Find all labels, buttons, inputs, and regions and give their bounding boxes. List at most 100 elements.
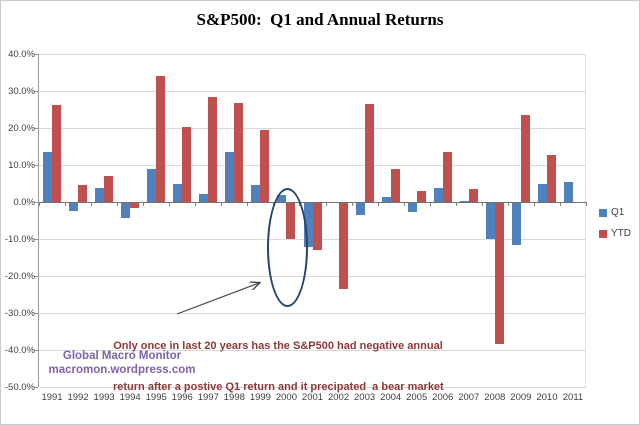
category-tick <box>91 202 92 206</box>
y-tick-mark <box>34 91 38 92</box>
bar-ytd-1995 <box>156 75 166 202</box>
x-tick-label: 1995 <box>145 392 167 403</box>
x-tick-label: 1994 <box>119 392 141 403</box>
category-tick <box>326 202 327 206</box>
y-tick-mark <box>34 313 38 314</box>
y-tick-label: 20.0% <box>8 123 35 134</box>
bar-ytd-1998 <box>234 103 244 202</box>
category-tick <box>65 202 66 206</box>
category-tick <box>404 202 405 206</box>
annotation-line-1: Only once in last 20 years has the S&P50… <box>113 340 443 352</box>
category-tick <box>221 202 222 206</box>
category-tick <box>456 202 457 206</box>
x-tick-label: 1991 <box>41 392 63 403</box>
legend: Q1 YTD <box>599 207 631 249</box>
category-tick <box>378 202 379 206</box>
x-tick-label: 1999 <box>249 392 271 403</box>
y-tick-mark <box>34 239 38 240</box>
x-tick-label: 2003 <box>354 392 376 403</box>
bar-ytd-1992 <box>78 185 88 202</box>
x-tick-label: 1996 <box>171 392 193 403</box>
x-tick-label: 1992 <box>67 392 89 403</box>
x-tick-label: 2005 <box>406 392 428 403</box>
x-tick-label: 2004 <box>380 392 402 403</box>
annotation-text: Only once in last 20 years has the S&P50… <box>113 313 444 421</box>
category-tick <box>169 202 170 206</box>
category-tick <box>560 202 561 206</box>
watermark-line-2: macromon.wordpress.com <box>48 364 196 376</box>
y-tick-label: 0.0% <box>13 197 35 208</box>
bar-q1-2001 <box>303 202 313 247</box>
x-tick-label: 2000 <box>275 392 297 403</box>
bar-ytd-1999 <box>260 129 270 202</box>
bar-q1-2006 <box>433 188 443 202</box>
bar-ytd-2010 <box>546 154 556 202</box>
bar-ytd-1997 <box>208 96 218 202</box>
bar-q1-2011 <box>563 182 573 202</box>
highlight-ellipse <box>267 188 308 307</box>
bar-q1-1995 <box>147 168 157 202</box>
category-tick <box>482 202 483 206</box>
bar-ytd-2005 <box>416 190 426 202</box>
bar-q1-1996 <box>173 184 183 202</box>
gridline <box>39 54 586 55</box>
x-tick-label: 1993 <box>93 392 115 403</box>
y-tick-label: 10.0% <box>8 160 35 171</box>
x-tick-label: 2002 <box>327 392 350 403</box>
bar-ytd-2007 <box>468 189 478 202</box>
bar-q1-2010 <box>537 183 547 202</box>
annotation-line-2: return after a postive Q1 return and it … <box>113 380 444 393</box>
gridline <box>39 387 586 388</box>
bar-q1-2003 <box>355 202 365 216</box>
legend-label-q1: Q1 <box>611 206 625 218</box>
bar-ytd-2009 <box>520 115 530 202</box>
gridline <box>39 350 586 351</box>
y-tick-label: -40.0% <box>4 345 35 356</box>
watermark-line-1: Global Macro Monitor <box>62 350 182 362</box>
category-tick <box>430 202 431 206</box>
bar-ytd-1994 <box>130 202 140 208</box>
bar-q1-1991 <box>43 151 53 202</box>
category-tick <box>247 202 248 206</box>
bar-ytd-1993 <box>104 175 114 202</box>
plot-right-edge <box>585 54 586 387</box>
bar-q1-1998 <box>225 152 235 202</box>
watermark: Global Macro Monitor macromon.wordpress.… <box>37 349 207 377</box>
y-tick-label: -20.0% <box>4 271 35 282</box>
zero-axis-line <box>39 202 586 203</box>
category-tick <box>586 202 587 206</box>
bar-q1-2009 <box>511 202 521 246</box>
x-tick-label: 2007 <box>458 392 480 403</box>
bar-q1-2005 <box>407 202 417 212</box>
bar-ytd-2006 <box>442 151 452 202</box>
gridline <box>39 313 586 314</box>
gridline <box>39 91 586 92</box>
x-tick-label: 2008 <box>484 392 506 403</box>
ytd-swatch-icon <box>599 229 607 238</box>
bar-ytd-2004 <box>390 168 400 202</box>
y-tick-mark <box>34 128 38 129</box>
y-axis-line <box>38 54 39 387</box>
bar-ytd-2003 <box>364 104 374 202</box>
x-tick-label: 2006 <box>432 392 454 403</box>
x-tick-label: 2009 <box>510 392 532 403</box>
bar-ytd-1991 <box>52 104 62 202</box>
y-tick-label: 40.0% <box>8 49 35 60</box>
y-tick-label: -10.0% <box>4 234 35 245</box>
category-tick <box>508 202 509 206</box>
bar-ytd-2002 <box>338 202 348 289</box>
bar-q1-2008 <box>485 202 495 239</box>
gridline <box>39 276 586 277</box>
bar-q1-1997 <box>199 193 209 202</box>
y-tick-mark <box>34 54 38 55</box>
gridline <box>39 165 586 166</box>
legend-label-ytd: YTD <box>611 227 631 239</box>
q1-swatch-icon <box>599 208 607 217</box>
bar-q1-2004 <box>381 197 391 202</box>
bar-q1-1992 <box>69 202 79 212</box>
y-tick-label: -50.0% <box>4 382 35 393</box>
chart-title: S&P500: Q1 and Annual Returns <box>196 10 444 29</box>
x-tick-label: 1998 <box>223 392 245 403</box>
legend-item-q1: Q1 <box>599 207 631 218</box>
